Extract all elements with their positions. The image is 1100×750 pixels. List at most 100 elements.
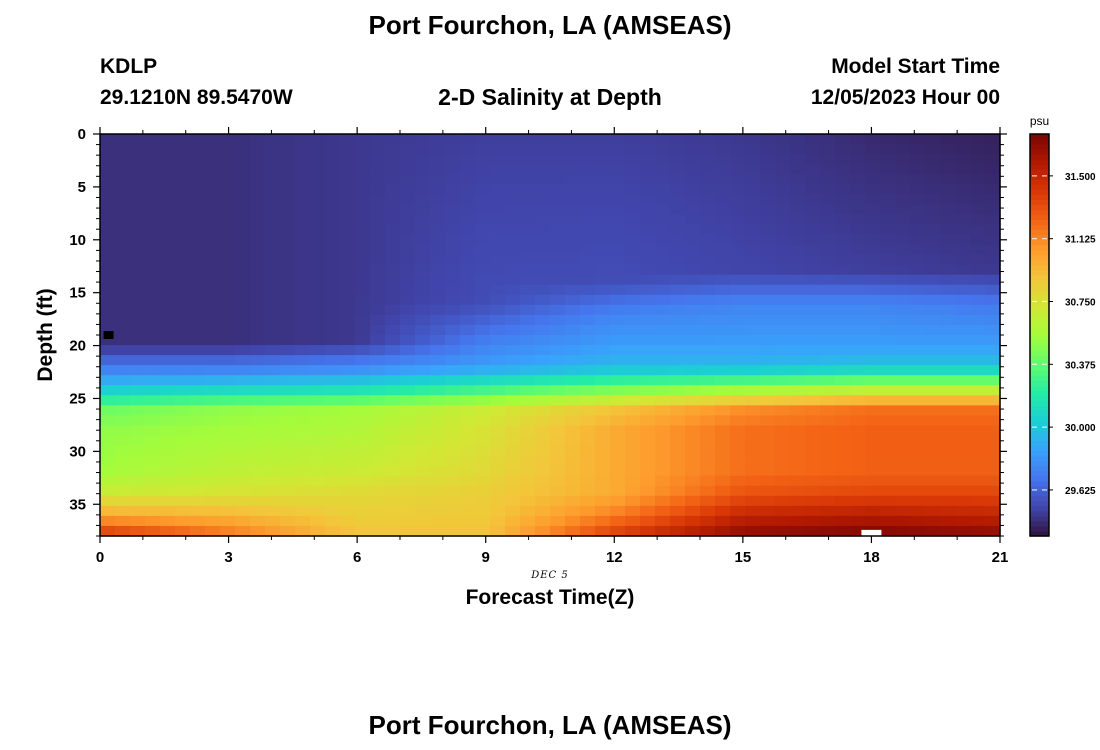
heatmap-cell — [685, 515, 701, 527]
heatmap-cell — [295, 395, 311, 406]
heatmap-cell — [970, 465, 986, 477]
heatmap-cell — [430, 164, 446, 175]
heatmap-cell — [190, 485, 206, 497]
heatmap-cell — [355, 485, 371, 497]
heatmap-cell — [865, 244, 881, 256]
heatmap-cell — [145, 134, 161, 145]
heatmap-cell — [385, 525, 401, 537]
heatmap-cell — [550, 174, 566, 185]
heatmap-cell — [805, 324, 821, 336]
heatmap-cell — [145, 234, 161, 246]
heatmap-cell — [460, 234, 476, 246]
heatmap-cell — [475, 445, 491, 457]
heatmap-cell — [640, 515, 656, 527]
heatmap-cell — [775, 475, 791, 487]
heatmap-cell — [295, 505, 311, 517]
heatmap-cell — [640, 174, 656, 185]
heatmap-cell — [160, 355, 176, 366]
heatmap-cell — [625, 294, 641, 306]
heatmap-cell — [925, 264, 941, 276]
heatmap-cell — [670, 134, 686, 145]
repeated-chart-title: Port Fourchon, LA (AMSEAS) — [368, 710, 732, 740]
heatmap-cell — [940, 314, 956, 326]
heatmap-cell — [880, 355, 896, 366]
heatmap-cell — [715, 485, 731, 497]
heatmap-cell — [355, 264, 371, 276]
heatmap-cell — [175, 385, 191, 396]
heatmap-cell — [610, 385, 626, 396]
heatmap-cell — [400, 214, 416, 226]
heatmap-cell — [895, 405, 911, 416]
heatmap-cell — [955, 415, 971, 427]
heatmap-cell — [805, 254, 821, 266]
heatmap-cell — [250, 405, 266, 416]
heatmap-cell — [775, 174, 791, 185]
heatmap-cell — [430, 435, 446, 447]
heatmap-cell — [970, 214, 986, 226]
heatmap-cell — [505, 395, 521, 406]
heatmap-cell — [700, 475, 716, 487]
heatmap-cell — [295, 485, 311, 497]
heatmap-cell — [100, 244, 116, 256]
heatmap-cell — [370, 264, 386, 276]
heatmap-cell — [340, 174, 356, 185]
heatmap-cell — [850, 405, 866, 416]
heatmap-cell — [445, 385, 461, 396]
colorbar-segment — [1030, 480, 1049, 487]
heatmap-cell — [820, 365, 836, 376]
heatmap-cell — [100, 395, 116, 406]
heatmap-cell — [910, 355, 926, 366]
heatmap-cell — [910, 485, 926, 497]
heatmap-cell — [835, 335, 851, 346]
heatmap-cell — [460, 224, 476, 236]
heatmap-cell — [985, 485, 1001, 497]
heatmap-cell — [595, 445, 611, 457]
colorbar-tick-label: 29.625 — [1065, 486, 1096, 497]
heatmap-cell — [835, 465, 851, 477]
heatmap-cell — [970, 264, 986, 276]
heatmap-cell — [115, 304, 131, 316]
heatmap-cell — [760, 335, 776, 346]
heatmap-cell — [805, 194, 821, 205]
heatmap-cell — [595, 495, 611, 507]
heatmap-cell — [520, 174, 536, 185]
heatmap-cell — [475, 184, 491, 195]
heatmap-cell — [640, 465, 656, 477]
heatmap-cell — [760, 465, 776, 477]
heatmap-cell — [220, 345, 236, 356]
heatmap-cell — [205, 224, 221, 236]
heatmap-cell — [655, 284, 671, 296]
heatmap-cell — [475, 274, 491, 286]
heatmap-cell — [280, 144, 296, 155]
heatmap-cell — [370, 144, 386, 155]
heatmap-cell — [985, 324, 1001, 336]
heatmap-cell — [940, 224, 956, 236]
heatmap-cell — [460, 385, 476, 396]
heatmap-cell — [160, 224, 176, 236]
heatmap-cell — [835, 435, 851, 447]
heatmap-cell — [505, 385, 521, 396]
heatmap-cell — [595, 164, 611, 175]
heatmap-cell — [100, 184, 116, 195]
heatmap-cell — [985, 174, 1001, 185]
heatmap-cell — [895, 274, 911, 286]
heatmap-cell — [130, 314, 146, 326]
heatmap-cell — [805, 375, 821, 386]
heatmap-cell — [310, 194, 326, 205]
heatmap-cell — [265, 515, 281, 527]
heatmap-cell — [760, 284, 776, 296]
heatmap-cell — [520, 294, 536, 306]
heatmap-cell — [865, 375, 881, 386]
heatmap-cell — [460, 515, 476, 527]
heatmap-cell — [205, 475, 221, 487]
heatmap-cell — [115, 405, 131, 416]
heatmap-cell — [340, 385, 356, 396]
heatmap-cell — [130, 284, 146, 296]
heatmap-cell — [895, 505, 911, 517]
heatmap-cell — [550, 324, 566, 336]
heatmap-cell — [760, 495, 776, 507]
heatmap-cell — [880, 375, 896, 386]
heatmap-cell — [625, 505, 641, 517]
heatmap-cell — [205, 214, 221, 226]
heatmap-cell — [145, 485, 161, 497]
